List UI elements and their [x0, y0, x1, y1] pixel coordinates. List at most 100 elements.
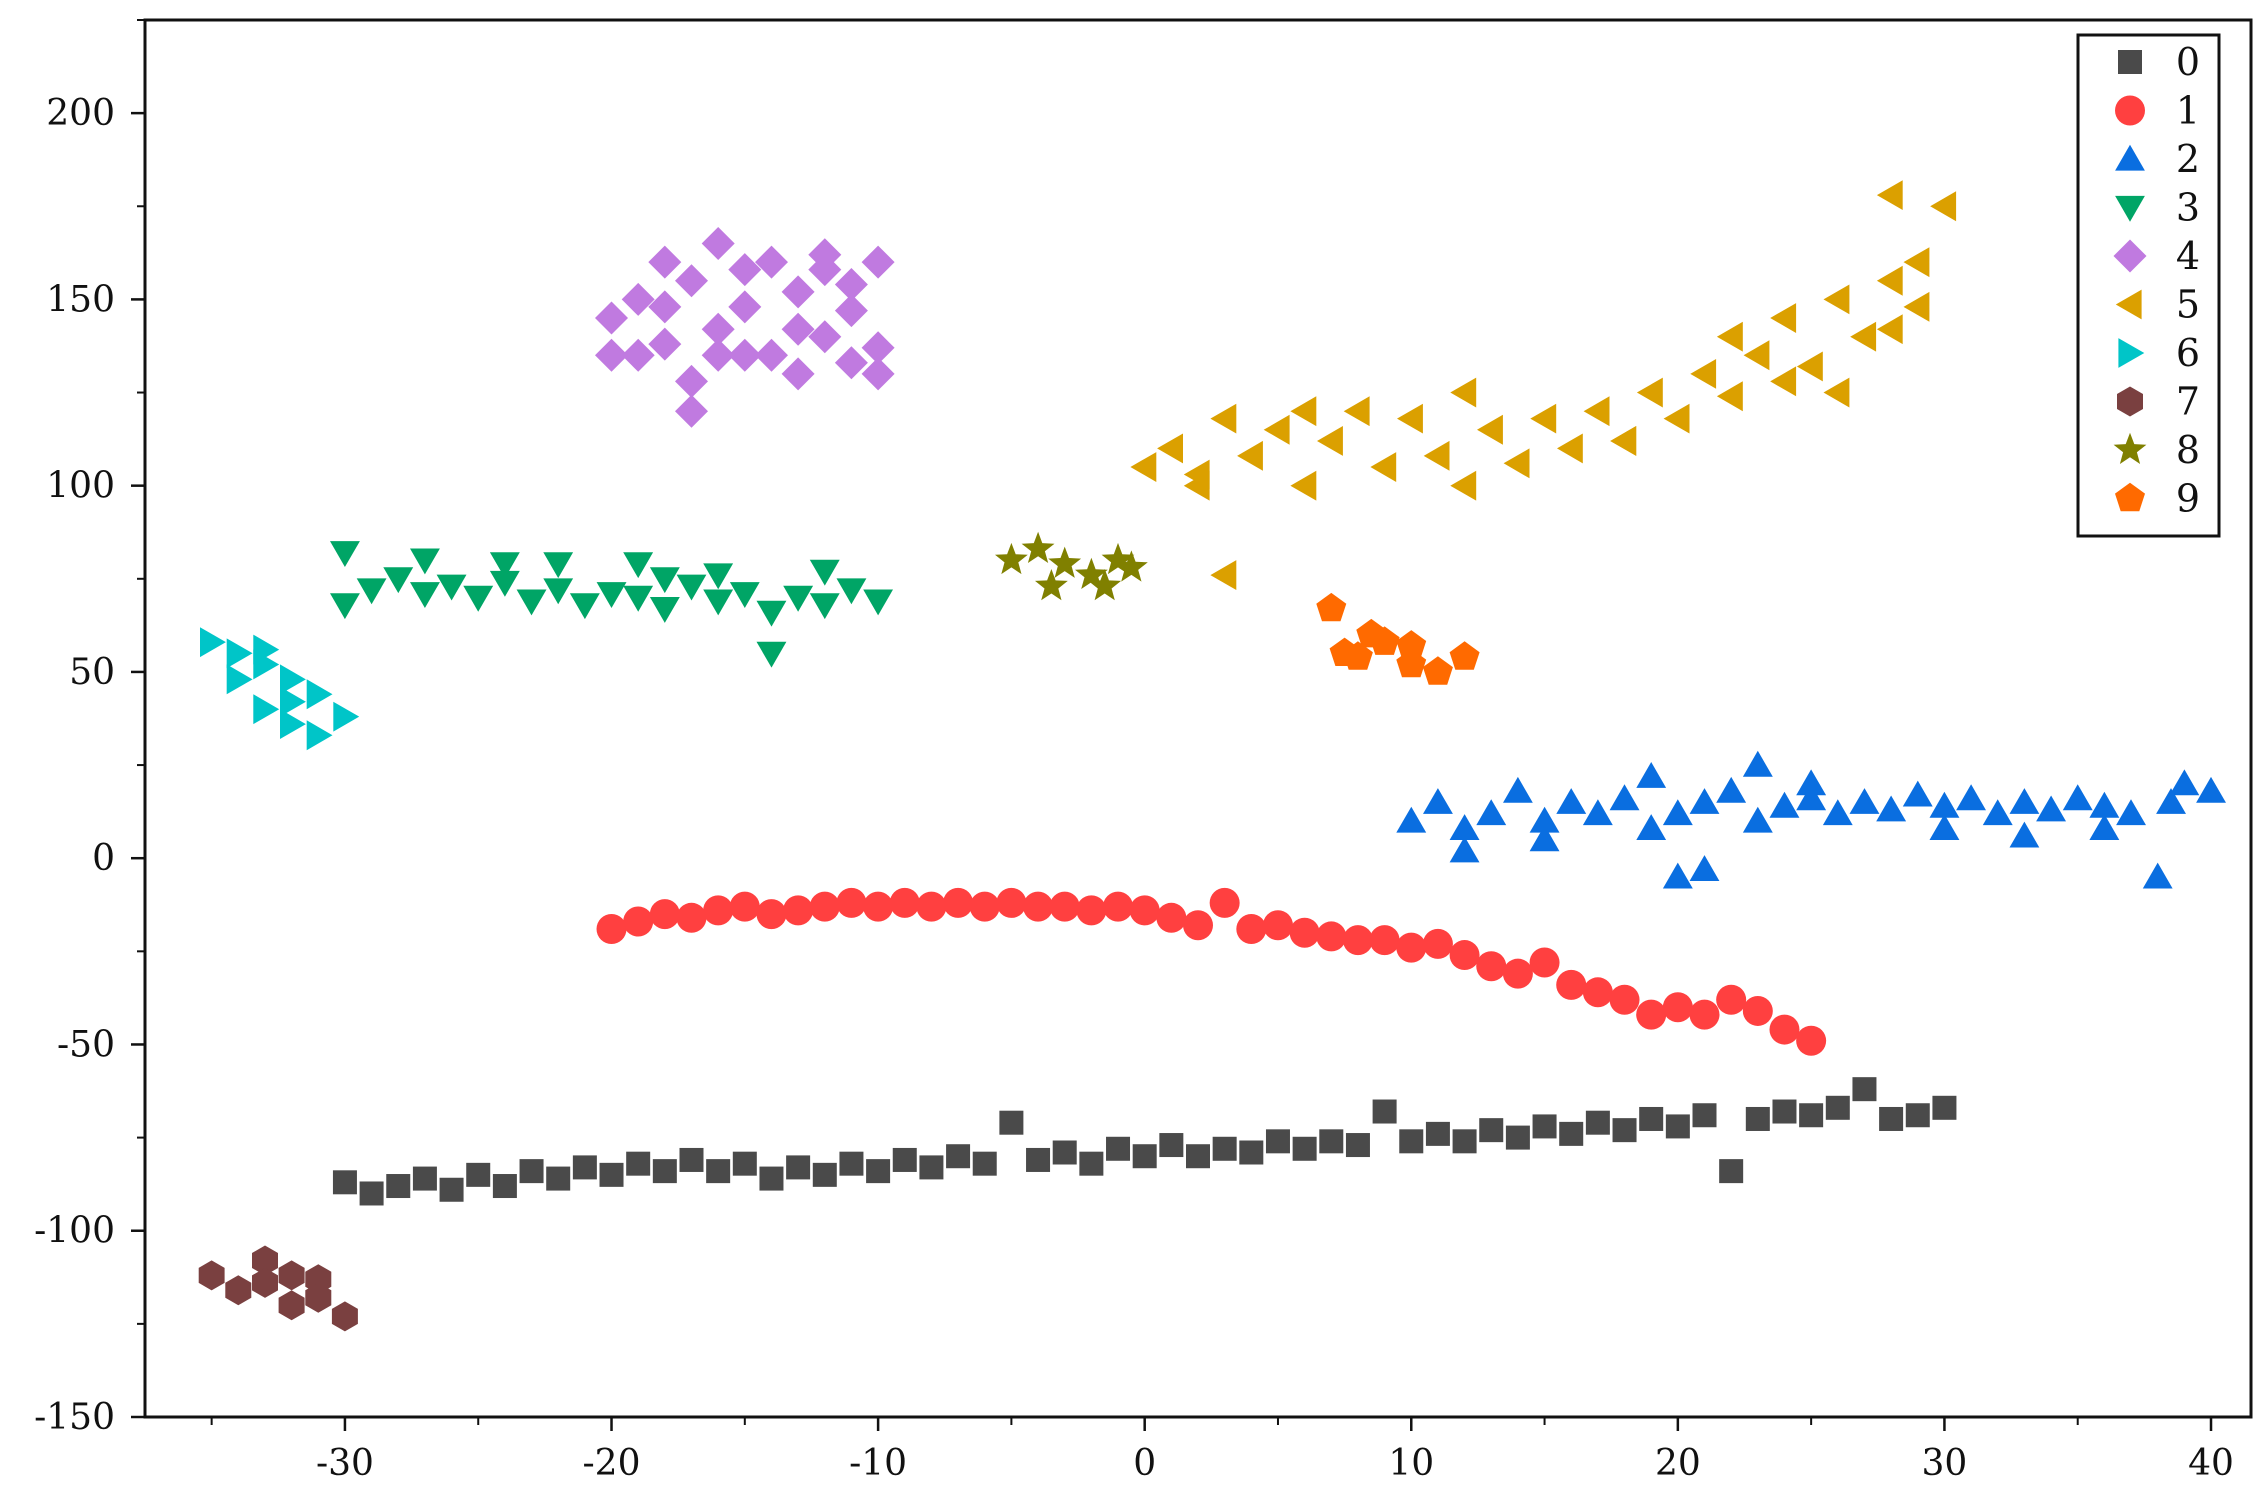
data-point: [278, 1260, 305, 1291]
data-point: [280, 709, 306, 739]
data-point: [1502, 958, 1533, 989]
data-point: [546, 1166, 571, 1191]
data-point: [1582, 977, 1613, 1008]
data-point: [436, 574, 467, 601]
data-point: [333, 701, 360, 732]
data-point: [1479, 1118, 1504, 1143]
legend-label: 6: [2176, 331, 2200, 375]
legend-marker: [2117, 386, 2143, 417]
data-point: [621, 338, 655, 372]
data-point: [943, 887, 974, 918]
y-tick-label: -150: [34, 1397, 115, 1438]
x-tick-label: 40: [2188, 1443, 2234, 1484]
data-point: [836, 887, 867, 918]
data-point: [356, 578, 387, 605]
legend-item-5: 5: [2115, 283, 2200, 327]
data-point: [703, 563, 734, 590]
data-point: [1716, 381, 1743, 412]
data-point: [1396, 806, 1427, 833]
data-point: [1319, 1129, 1344, 1154]
data-point: [330, 541, 360, 567]
data-point: [2036, 795, 2066, 822]
data-point: [1210, 403, 1237, 434]
data-point: [359, 1181, 384, 1206]
data-point: [516, 589, 547, 616]
axes: -30 -20 -10 0 10 20 30 40-150-100-5005010015020…: [34, 19, 2234, 1484]
legend-item-3: 3: [2115, 186, 2200, 230]
data-point: [1183, 470, 1210, 501]
legend-label: 1: [2176, 89, 2200, 133]
data-point: [623, 906, 654, 937]
plot-frame: [143, 18, 2253, 1419]
data-point: [331, 1301, 358, 1332]
data-point: [1396, 630, 1427, 659]
data-point: [786, 1155, 811, 1180]
data-point: [759, 1166, 784, 1191]
data-point: [1770, 303, 1797, 333]
data-point: [569, 593, 600, 620]
legend: 0 12 34 56 78 9: [2076, 33, 2221, 538]
data-point: [1743, 340, 1770, 371]
data-point: [1186, 1144, 1210, 1169]
data-point: [1157, 433, 1183, 464]
data-point: [1425, 1121, 1450, 1146]
data-point: [1316, 921, 1347, 952]
data-point: [1503, 776, 1533, 803]
plot-marks: [198, 180, 2226, 1332]
data-point: [1103, 891, 1134, 922]
data-point: [1088, 569, 1122, 601]
data-point: [595, 301, 628, 335]
data-point: [252, 1245, 278, 1276]
data-point: [1317, 426, 1343, 456]
data-point: [1956, 784, 1986, 811]
data-point: [1636, 377, 1663, 408]
data-point: [1236, 913, 1267, 944]
data-point: [1449, 836, 1480, 863]
data-point: [861, 357, 895, 391]
data-point: [808, 320, 842, 354]
data-point: [1823, 377, 1850, 408]
data-point: [1292, 1136, 1317, 1161]
data-point: [916, 891, 947, 922]
data-point: [756, 641, 787, 668]
legend-label: 2: [2176, 137, 2200, 181]
data-point: [1879, 1106, 1904, 1131]
data-point: [1662, 862, 1693, 889]
data-point: [1114, 550, 1148, 582]
data-point: [1209, 887, 1240, 918]
data-point: [1075, 557, 1108, 589]
data-point: [1796, 769, 1827, 796]
data-point: [1049, 891, 1080, 922]
data-point: [226, 664, 253, 695]
data-point: [463, 585, 494, 612]
legend-marker: [2113, 239, 2147, 273]
data-point: [226, 638, 253, 669]
data-point: [996, 887, 1027, 918]
data-point: [892, 1147, 917, 1172]
data-point: [675, 264, 708, 298]
data-point: [972, 1151, 997, 1176]
legend-marker: [2118, 50, 2142, 74]
data-point: [1396, 932, 1427, 963]
data-point: [1079, 1151, 1104, 1176]
data-point: [626, 1151, 651, 1176]
data-point: [1799, 1103, 1824, 1128]
data-point: [1690, 359, 1717, 389]
data-point: [1159, 1133, 1184, 1158]
data-point: [2156, 788, 2186, 814]
series-0: [332, 1077, 1957, 1206]
data-point: [809, 891, 840, 922]
data-point: [839, 1151, 864, 1176]
data-point: [703, 895, 734, 926]
series-1: [596, 887, 1827, 1056]
data-point: [1689, 999, 1720, 1030]
legend-label: 3: [2176, 186, 2200, 230]
data-point: [1930, 191, 1957, 222]
data-point: [280, 686, 306, 717]
data-point: [1796, 1025, 1827, 1056]
data-point: [1742, 750, 1773, 777]
data-point: [1052, 1140, 1077, 1165]
data-point: [1023, 891, 1054, 922]
data-point: [1290, 470, 1317, 501]
data-point: [1132, 1144, 1157, 1169]
